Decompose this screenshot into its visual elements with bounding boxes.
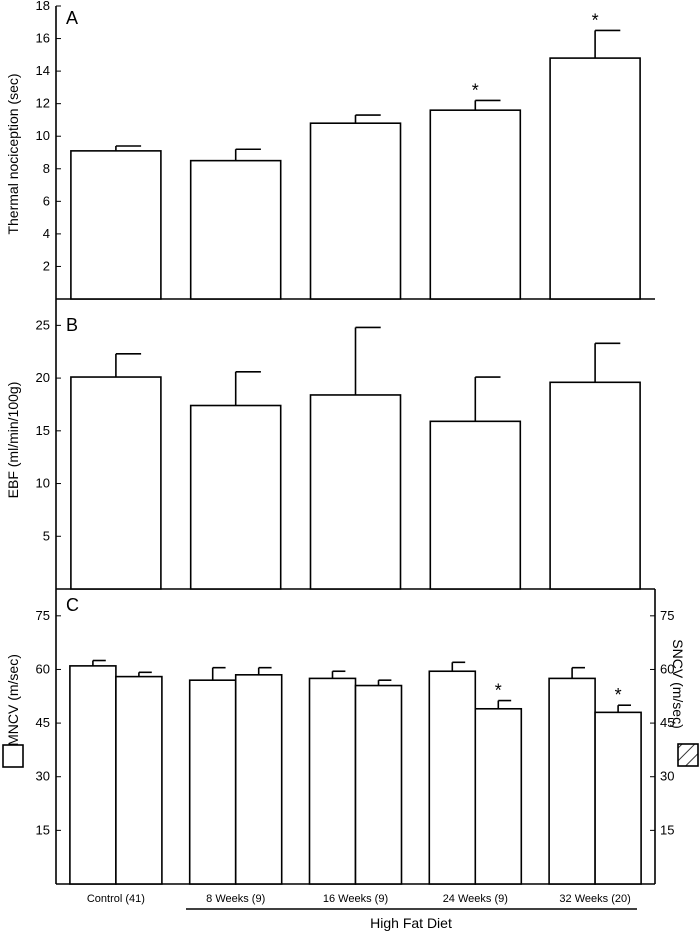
panel-b-bar (309, 394, 402, 590)
category-label: 16 Weeks (9) (323, 893, 388, 905)
panel-b-bar (429, 420, 522, 590)
panel-c-ytick-label: 30 (36, 769, 50, 784)
panel-c-y2tick-label: 45 (660, 715, 674, 730)
panel-b-bar (70, 376, 162, 590)
panel-c-y2label: SNCV (m/sec) (670, 639, 686, 728)
panel-a-ytick-label: 18 (36, 0, 50, 13)
panel-a-ytick-label: 2 (43, 258, 50, 273)
panel-c-ytick-label: 60 (36, 661, 50, 676)
panel-c-bar-sncv (115, 675, 163, 885)
panel-a-ytick-label: 8 (43, 161, 50, 176)
panel-c-bar-mncv (548, 677, 596, 885)
category-label: 24 Weeks (9) (443, 893, 508, 905)
panel-b-label: B (66, 315, 78, 335)
panel-c-ytick-label: 75 (36, 608, 50, 623)
panel-c-bar-mncv (69, 665, 117, 885)
panel-c-bar-mncv (428, 670, 477, 885)
panel-b-ytick-label: 20 (36, 370, 50, 385)
panel-b-bar (549, 381, 641, 590)
panel-c-ytick-label: 15 (36, 822, 50, 837)
group-label: High Fat Diet (370, 915, 452, 931)
panel-b-ytick-label: 10 (36, 476, 50, 491)
panel-c-ytick-label: 45 (36, 715, 50, 730)
panel-a-bar (309, 122, 402, 300)
panel-a-bar (549, 57, 641, 300)
panel-c-y2tick-label: 75 (660, 608, 674, 623)
panel-c-bar-sncv (234, 674, 283, 885)
panel-c-bar-sncv (474, 707, 523, 885)
panel-a-bar-significance: * (592, 10, 599, 30)
panel-c-bar-sncv (594, 711, 642, 885)
panel-b-ytick-label: 25 (36, 317, 50, 332)
legend-mncv-swatch (2, 744, 24, 768)
panel-a-bar (429, 109, 522, 300)
panel-c-label: C (66, 595, 79, 615)
category-label: 8 Weeks (9) (206, 893, 265, 905)
panel-a-ytick-label: 6 (43, 193, 50, 208)
panel-a-ytick-label: 12 (36, 96, 50, 111)
panel-c-bar-mncv (308, 677, 357, 885)
panel-b-ytick-label: 5 (43, 528, 50, 543)
panel-a-ytick-label: 10 (36, 128, 50, 143)
panel-a-label: A (66, 8, 78, 28)
panel-c-bar-sncv (354, 684, 403, 885)
panel-c-bar-sncv-significance: * (615, 685, 622, 705)
panel-a-ylabel: Thermal nociception (sec) (5, 73, 21, 234)
panel-c-y2tick-label: 30 (660, 769, 674, 784)
panel-b-ytick-label: 15 (36, 423, 50, 438)
panel-c-y2tick-label: 60 (660, 661, 674, 676)
panel-a-ytick-label: 14 (36, 63, 50, 78)
panel-c-bar-sncv-significance: * (495, 681, 502, 701)
panel-a-bar-significance: * (472, 80, 479, 100)
category-label: Control (41) (87, 893, 145, 905)
panel-b-bar (189, 404, 282, 590)
panel-a-ytick-label: 4 (43, 226, 50, 241)
legend-sncv-swatch (677, 743, 699, 767)
panel-c-ylabel: MNCV (m/sec) (5, 654, 21, 746)
panel-c-y2tick-label: 15 (660, 822, 674, 837)
panel-a-bar (70, 150, 162, 300)
category-label: 32 Weeks (20) (559, 893, 630, 905)
panel-a-ytick-label: 16 (36, 31, 50, 46)
panel-b-ylabel: EBF (ml/min/100g) (5, 382, 21, 499)
panel-c-bar-mncv (188, 679, 237, 885)
panel-a-bar (189, 159, 282, 300)
